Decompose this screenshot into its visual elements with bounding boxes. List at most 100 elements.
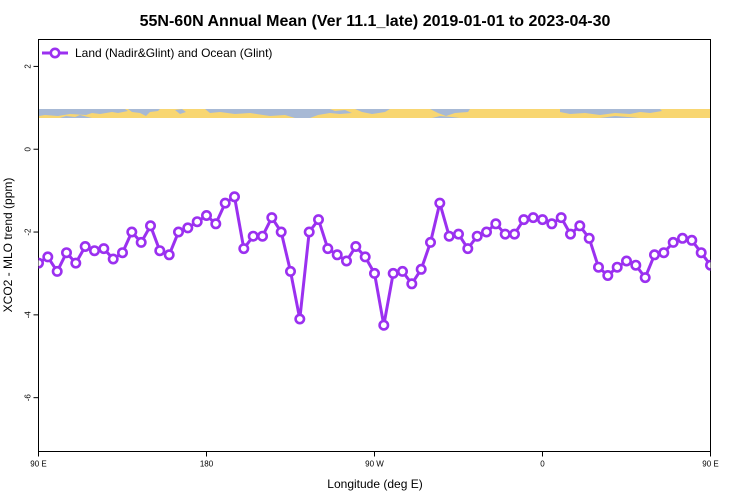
data-point: [602, 269, 614, 281]
data-point: [658, 247, 670, 259]
map-land-asia-east-south: [600, 116, 640, 118]
x-tick-label: 90 E: [30, 460, 46, 469]
data-point: [648, 249, 660, 261]
data-point: [490, 218, 502, 230]
data-point: [145, 220, 157, 232]
data-point: [443, 230, 455, 242]
data-point: [555, 212, 567, 224]
x-tick-label: 180: [200, 460, 214, 469]
data-point: [705, 259, 711, 271]
data-point: [452, 228, 464, 240]
data-point: [667, 236, 679, 248]
legend: Land (Nadir&Glint) and Ocean (Glint): [42, 46, 272, 60]
map-land-islands: [175, 109, 186, 114]
data-point: [480, 226, 492, 238]
series-land-ocean: [38, 191, 750, 331]
data-point: [378, 319, 390, 331]
data-point: [98, 243, 110, 255]
data-point: [676, 232, 688, 244]
data-point: [182, 222, 194, 234]
data-point: [396, 265, 408, 277]
data-point: [620, 255, 632, 267]
data-point: [135, 236, 147, 248]
data-point: [424, 236, 436, 248]
data-point: [238, 243, 250, 255]
y-tick-label: -6: [24, 394, 33, 402]
data-point: [630, 259, 642, 271]
map-land: [39, 109, 662, 118]
data-point: [434, 197, 446, 209]
data-point: [716, 255, 724, 263]
data-point: [536, 214, 548, 226]
map-land-north-america: [205, 109, 352, 118]
data-point: [284, 265, 296, 277]
x-axis-label: Longitude (deg E): [327, 477, 422, 491]
data-point: [163, 249, 175, 261]
data-point: [744, 261, 750, 269]
y-axis-label: XCO2 - MLO trend (ppm): [1, 178, 15, 313]
data-point: [229, 191, 241, 203]
data-point: [527, 212, 539, 224]
data-point: [368, 267, 380, 279]
data-point: [387, 267, 399, 279]
data-point: [725, 269, 733, 277]
series-line: [38, 195, 711, 327]
data-point: [564, 228, 576, 240]
map-land-asia-south: [39, 115, 92, 118]
data-point: [42, 251, 54, 263]
legend-marker-icon: [49, 47, 61, 59]
y-tick-label: -4: [24, 311, 33, 319]
data-point: [303, 226, 315, 238]
x-tick-label: 90 W: [365, 460, 384, 469]
data-point: [275, 226, 287, 238]
data-point: [406, 278, 418, 290]
legend-label: Land (Nadir&Glint) and Ocean (Glint): [75, 46, 272, 60]
data-point: [546, 218, 558, 230]
data-point: [117, 247, 129, 259]
map-land-asia: [39, 109, 128, 116]
data-point: [219, 197, 231, 209]
data-point: [499, 228, 511, 240]
data-point: [79, 241, 91, 253]
map-land-kamchatka: [128, 109, 160, 116]
data-point: [89, 245, 101, 257]
x-axis: 90 E 180 90 W 0 90 E: [30, 451, 719, 469]
data-point: [639, 272, 651, 284]
data-point: [38, 257, 44, 269]
data-point: [70, 257, 82, 269]
data-point: [154, 245, 166, 257]
data-point: [191, 216, 203, 228]
data-point: [256, 230, 268, 242]
data-point: [734, 251, 742, 259]
data-point: [611, 261, 623, 273]
data-point: [331, 249, 343, 261]
data-point: [518, 214, 530, 226]
data-point: [126, 226, 138, 238]
data-point: [350, 241, 362, 253]
data-point: [508, 228, 520, 240]
chart-title: 55N-60N Annual Mean (Ver 11.1_late) 2019…: [140, 13, 611, 30]
data-point: [266, 212, 278, 224]
map-land-asia-east: [560, 109, 662, 115]
data-point: [695, 247, 707, 259]
data-point: [210, 218, 222, 230]
y-tick-label: 2: [24, 64, 33, 69]
x-tick-label: 0: [540, 460, 545, 469]
data-point: [471, 230, 483, 242]
data-point: [686, 234, 698, 246]
data-point: [592, 261, 604, 273]
y-tick-label: 0: [24, 146, 33, 151]
map-land-europe-south: [432, 116, 460, 118]
map-land-europe: [430, 109, 470, 116]
data-point: [60, 247, 72, 259]
data-point: [107, 253, 119, 265]
data-point: [312, 214, 324, 226]
world-map-strip: [39, 109, 710, 118]
data-point: [201, 210, 213, 222]
data-point: [359, 251, 371, 263]
data-point: [340, 255, 352, 267]
y-axis: 2 0 -2 -4 -6: [24, 64, 39, 402]
data-point: [294, 313, 306, 325]
data-point: [51, 265, 63, 277]
